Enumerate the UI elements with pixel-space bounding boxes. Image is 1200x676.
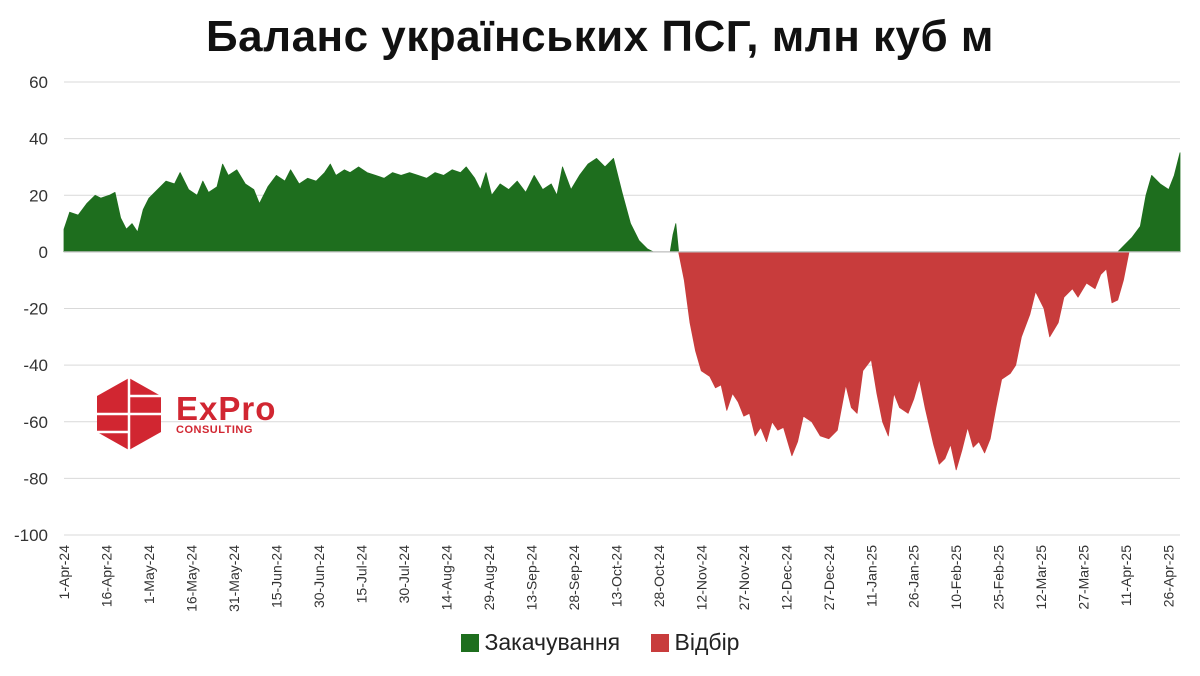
x-tick-label: 15-Jun-24 [268, 545, 284, 608]
x-tick-label: 11-Apr-25 [1118, 545, 1134, 606]
y-tick-label: 20 [29, 186, 48, 205]
x-tick-label: 27-Mar-25 [1076, 545, 1092, 610]
x-tick-label: 31-May-24 [226, 545, 242, 612]
legend-swatch-withdrawal [650, 634, 669, 653]
chart-axes: 60 40 20 0 -20 -40 -60 -80 -100 1-Apr-24 16-Apr-24… [14, 73, 1180, 612]
legend-label-withdrawal: Відбір [674, 629, 740, 656]
x-tick-label: 14-Aug-24 [438, 545, 454, 611]
y-tick-label: -80 [23, 469, 48, 488]
y-tick-label: 60 [29, 73, 48, 92]
logo-hexagon-icon [97, 378, 161, 450]
x-tick-label: 13-Sep-24 [523, 545, 539, 611]
y-tick-label: -60 [23, 413, 48, 432]
x-tick-label: 16-May-24 [184, 545, 200, 612]
series-area-withdrawal [678, 251, 1130, 471]
series-area-injection [63, 152, 1181, 253]
logo-subtitle: CONSULTING [176, 424, 253, 436]
y-tick-label: 40 [29, 130, 48, 149]
x-tick-label: 12-Nov-24 [693, 545, 709, 611]
y-tick-label: 0 [39, 243, 48, 262]
chart-title: Баланс українських ПСГ, млн куб м [206, 12, 994, 61]
x-tick-label: 1-Apr-24 [56, 545, 72, 600]
y-tick-label: -100 [14, 526, 48, 545]
legend-item-injection: Закачування [460, 629, 621, 656]
x-tick-label: 30-Jun-24 [311, 545, 327, 608]
x-tick-label: 12-Dec-24 [778, 545, 794, 611]
x-tick-label: 28-Oct-24 [651, 545, 667, 607]
legend-item-withdrawal: Відбір [650, 629, 740, 656]
legend-swatch-injection [460, 634, 479, 653]
company-logo: ExPro CONSULTING [94, 376, 304, 452]
x-tick-label: 27-Dec-24 [821, 545, 837, 611]
x-tick-label: 16-Apr-24 [99, 545, 115, 607]
x-tick-label: 13-Oct-24 [608, 545, 624, 607]
x-tick-label: 25-Feb-25 [991, 545, 1007, 610]
x-tick-label: 26-Apr-25 [1161, 545, 1177, 607]
logo-name: ExPro [176, 390, 277, 427]
y-tick-label: -40 [23, 356, 48, 375]
x-tick-label: 27-Nov-24 [736, 545, 752, 611]
x-tick-label: 15-Jul-24 [353, 545, 369, 604]
x-tick-label: 10-Feb-25 [948, 545, 964, 610]
chart-legend: Закачування Відбір [0, 628, 1200, 656]
x-tick-label: 11-Jan-25 [863, 545, 879, 607]
y-tick-label: -20 [23, 300, 48, 319]
x-tick-label: 28-Sep-24 [566, 545, 582, 611]
x-tick-label: 30-Jul-24 [396, 545, 412, 604]
x-tick-label: 1-May-24 [141, 545, 157, 604]
legend-label-injection: Закачування [484, 629, 621, 656]
x-tick-label: 26-Jan-25 [906, 545, 922, 608]
x-tick-label: 12-Mar-25 [1033, 545, 1049, 610]
x-tick-label: 29-Aug-24 [481, 545, 497, 611]
